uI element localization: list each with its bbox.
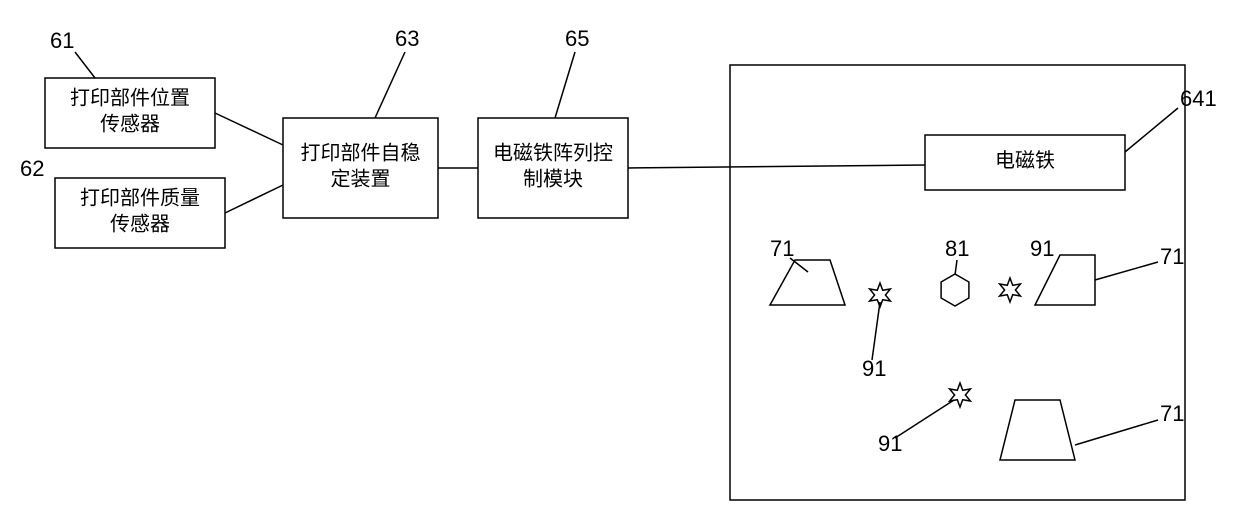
node-label: 打印部件自稳 <box>301 142 421 165</box>
node-label: 打印部件质量 <box>80 187 200 210</box>
node-label: 打印部件位置 <box>70 87 190 110</box>
ref-number: 62 <box>20 156 44 181</box>
node-label: 制模块 <box>523 168 583 191</box>
node-label: 传感器 <box>110 213 170 236</box>
ref-number: 91 <box>862 356 886 381</box>
trapezoid-icon <box>1035 255 1095 305</box>
ref-number: 91 <box>878 431 902 456</box>
ref-number: 71 <box>1160 244 1184 269</box>
hexagon-icon <box>941 274 969 306</box>
ref-number: 63 <box>395 26 419 51</box>
ref-number: 641 <box>1180 86 1217 111</box>
ref-number: 91 <box>1030 236 1054 261</box>
ref-number: 71 <box>1160 401 1184 426</box>
trapezoid-icon <box>770 260 845 305</box>
ref-number: 81 <box>945 236 969 261</box>
star-icon <box>1000 278 1021 302</box>
ref-number: 71 <box>770 236 794 261</box>
panel <box>730 65 1185 500</box>
node-label: 传感器 <box>100 113 160 136</box>
ref-number: 61 <box>50 28 74 53</box>
ref-number: 65 <box>565 26 589 51</box>
star-icon <box>950 383 971 407</box>
node-label: 定装置 <box>331 168 391 191</box>
node-label: 电磁铁 <box>995 149 1055 172</box>
trapezoid-icon <box>1000 400 1075 460</box>
node-label: 电磁铁阵列控 <box>493 142 613 165</box>
